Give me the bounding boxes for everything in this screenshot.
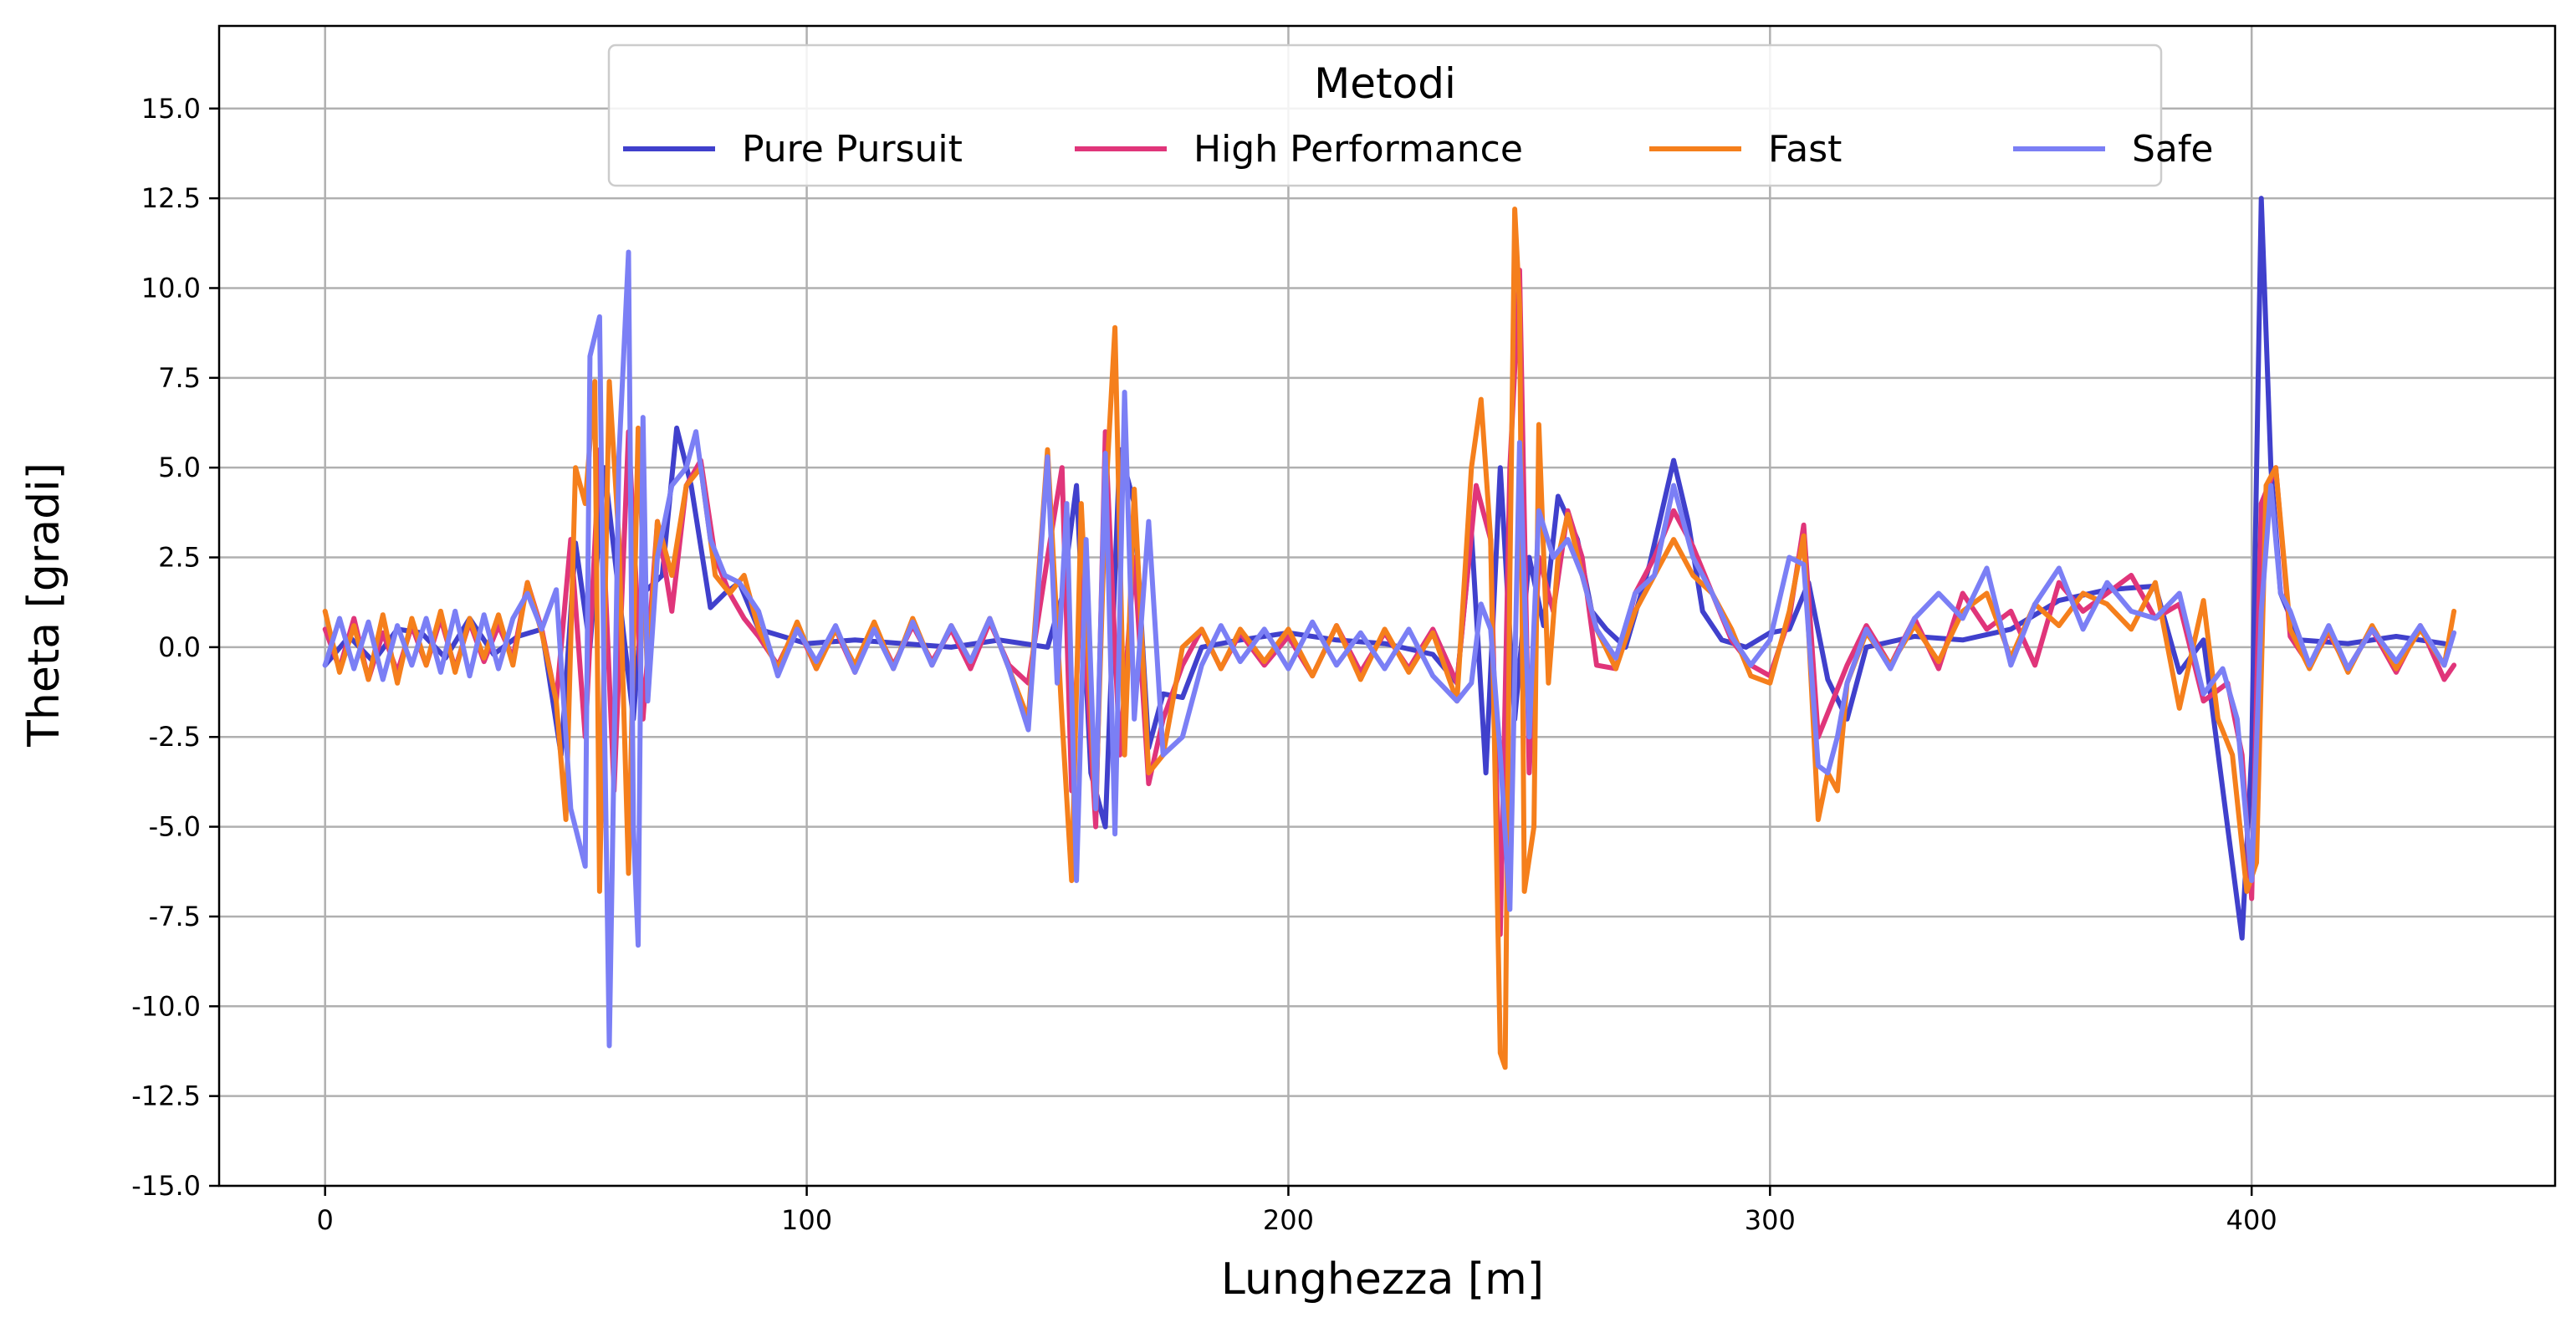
- y-tick-label: -12.5: [131, 1080, 201, 1112]
- plot-frame: [217, 24, 2557, 1188]
- legend-label: Fast: [1768, 128, 1842, 171]
- y-tick-label: -5.0: [149, 811, 201, 843]
- legend-items: Pure Pursuit High Performance Fast Safe: [623, 128, 2213, 171]
- y-axis-title: Theta [gradi]: [19, 462, 69, 748]
- legend: Metodi Pure Pursuit High Performance Fast S…: [607, 43, 2213, 187]
- x-tick-label: 0: [317, 1204, 334, 1236]
- y-tick-label: 15.0: [141, 93, 201, 125]
- y-tick-label: 12.5: [141, 182, 201, 214]
- x-axis: 0 100 200 300 400: [317, 1186, 2277, 1236]
- y-tick-label: 0.0: [158, 631, 201, 663]
- x-tick-label: 200: [1263, 1204, 1314, 1236]
- x-tick-label: 100: [781, 1204, 832, 1236]
- legend-label: Pure Pursuit: [742, 128, 963, 171]
- y-tick-label: 2.5: [158, 542, 201, 574]
- x-tick-label: 400: [2226, 1204, 2277, 1236]
- y-tick-label: -2.5: [149, 721, 201, 753]
- legend-box: [607, 43, 2163, 187]
- legend-label: Safe: [2132, 128, 2213, 171]
- series-line-safe: [322, 249, 2457, 1049]
- y-tick-label: -15.0: [131, 1170, 201, 1202]
- series-line-pure-pursuit: [322, 196, 2447, 941]
- x-tick-label: 300: [1745, 1204, 1796, 1236]
- y-tick-label: 7.5: [158, 362, 201, 394]
- legend-title: Metodi: [1314, 59, 1456, 108]
- y-axis: -15.0 -12.5 -10.0 -7.5 -5.0 -2.5 0.0 2.5 5.0 7.5 1…: [131, 93, 219, 1202]
- y-tick-label: 5.0: [158, 452, 201, 483]
- y-tick-label: -10.0: [131, 990, 201, 1022]
- series-group: [322, 196, 2457, 1070]
- x-axis-title: Lunghezza [m]: [1221, 1254, 1544, 1305]
- y-tick-label: -7.5: [149, 901, 201, 932]
- legend-label: High Performance: [1193, 128, 1523, 171]
- y-tick-label: 10.0: [141, 272, 201, 304]
